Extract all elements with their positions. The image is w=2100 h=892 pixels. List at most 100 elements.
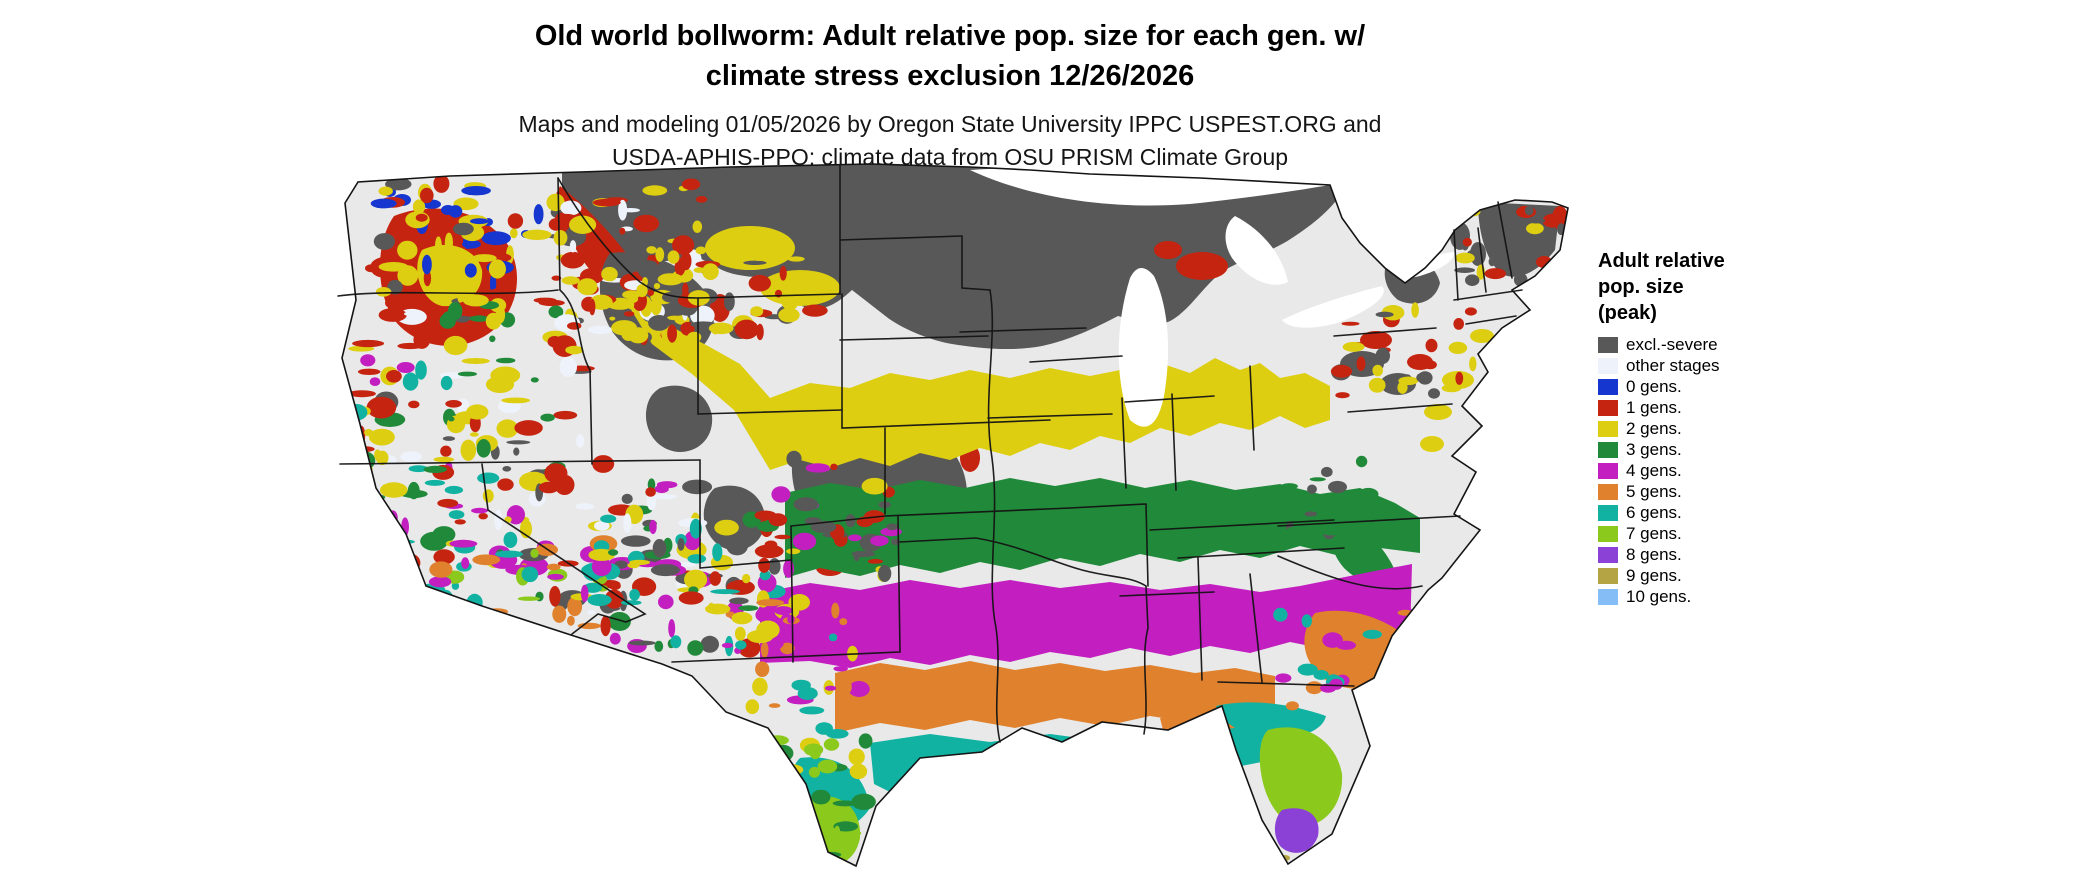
mottle-speck: [379, 550, 402, 559]
mottle-speck: [408, 465, 429, 473]
mottle-speck: [1473, 197, 1482, 209]
mottle-speck: [653, 283, 661, 290]
mottle-speck: [440, 445, 452, 457]
state-border-line: [1171, 393, 1177, 491]
mottle-speck: [1350, 501, 1367, 514]
state-border-line: [961, 235, 991, 291]
mottle-speck: [695, 196, 708, 203]
mottle-speck: [621, 535, 651, 547]
state-border-line: [1453, 229, 1459, 301]
mottle-speck: [820, 806, 828, 813]
mottle-speck: [682, 479, 713, 495]
band-2-gens: [630, 308, 1330, 470]
mottle-speck: [724, 292, 735, 311]
mottle-speck: [1526, 222, 1544, 235]
band-5-gens: [835, 661, 1275, 733]
legend-label: other stages: [1626, 356, 1720, 375]
mottle-speck: [400, 451, 423, 463]
mottle-speck: [453, 222, 474, 236]
mottle-speck: [514, 420, 543, 436]
mottle-speck: [346, 497, 357, 509]
mottle-speck: [445, 400, 462, 408]
region-1gen-upper-mi: [1176, 252, 1228, 280]
region-7gens-florida: [1259, 727, 1343, 827]
mottle-speck: [1310, 649, 1334, 662]
mottle-speck: [469, 315, 489, 322]
legend-swatch: [1598, 441, 1618, 458]
mottle-speck: [422, 254, 432, 275]
mottle-speck: [710, 589, 740, 595]
mottle-speck: [878, 565, 892, 582]
mottle-speck: [786, 450, 802, 468]
mottle-speck: [443, 335, 468, 356]
mottle-speck: [481, 231, 511, 246]
mottle-speck: [476, 439, 491, 458]
state-border-line: [337, 289, 559, 297]
legend-label: 6 gens.: [1626, 503, 1682, 522]
mottle-speck: [1415, 700, 1425, 708]
legend-item-6-gens: 6 gens.: [1598, 502, 1808, 523]
state-border-line: [897, 515, 901, 653]
mottle-speck: [645, 487, 656, 497]
mottle-speck: [778, 307, 800, 323]
mottle-speck: [880, 527, 902, 537]
mottle-speck: [1285, 526, 1302, 539]
mottle-speck: [448, 416, 455, 422]
mottle-speck: [771, 486, 791, 503]
mottle-speck: [587, 594, 612, 606]
region-excl-severe-utah: [645, 385, 713, 453]
mottle-speck: [678, 591, 704, 605]
region-excl-severe-nm: [703, 485, 766, 551]
legend-label: excl.-severe: [1626, 335, 1718, 354]
mottle-speck: [709, 571, 721, 586]
mottle-speck: [1425, 338, 1438, 353]
us-outline: [341, 163, 1569, 868]
mottle-speck: [448, 510, 465, 520]
mottle-speck: [831, 602, 840, 619]
state-border-line: [1277, 555, 1423, 590]
mottle-speck: [367, 546, 383, 553]
mottle-speck: [712, 543, 723, 562]
mottle-speck: [615, 299, 634, 305]
mottle-speck: [1370, 704, 1384, 712]
legend-label: 10 gens.: [1626, 587, 1692, 606]
mottle-speck: [1356, 356, 1366, 371]
mottle-speck: [461, 358, 490, 364]
mottle-speck: [496, 357, 516, 364]
mottle-speck: [779, 265, 787, 281]
mottle-speck: [471, 507, 488, 514]
mottle-speck: [681, 178, 701, 191]
state-border-line: [790, 507, 1071, 527]
legend-title-line-1: Adult relative: [1598, 250, 1725, 272]
mottle-speck: [365, 264, 377, 273]
mottle-speck: [1448, 341, 1468, 354]
mottle-speck: [642, 185, 668, 196]
mottle-speck: [433, 456, 455, 463]
mottle-speck: [667, 324, 677, 343]
mottle-speck: [366, 396, 397, 419]
mottle-speck: [569, 240, 577, 253]
mottle-speck: [585, 240, 593, 249]
mottle-speck: [577, 622, 601, 630]
mottle-speck: [551, 275, 562, 281]
mottle-speck: [437, 498, 459, 508]
state-border-line: [1069, 503, 1147, 509]
mottle-speck: [779, 823, 793, 838]
legend-swatch: [1598, 525, 1618, 542]
region-1gen-ny-pa: [1360, 331, 1392, 349]
mottle-speck: [1301, 614, 1312, 628]
mottle-speck: [423, 613, 444, 628]
mottle-speck: [629, 588, 640, 601]
mottle-speck: [1488, 257, 1496, 267]
mottle-speck: [848, 681, 870, 697]
mottle-speck: [380, 482, 408, 498]
mottle-speck: [867, 559, 884, 564]
legend-item-other-stages: other stages: [1598, 355, 1808, 376]
lake-erie: [1282, 286, 1384, 328]
mottle-speck: [721, 642, 733, 649]
legend-item-2-gens: 2 gens.: [1598, 418, 1808, 439]
mottle-speck: [760, 641, 769, 658]
mottle-speck: [485, 312, 502, 330]
mottle-speck: [600, 615, 611, 637]
mottle-speck: [1406, 669, 1425, 674]
